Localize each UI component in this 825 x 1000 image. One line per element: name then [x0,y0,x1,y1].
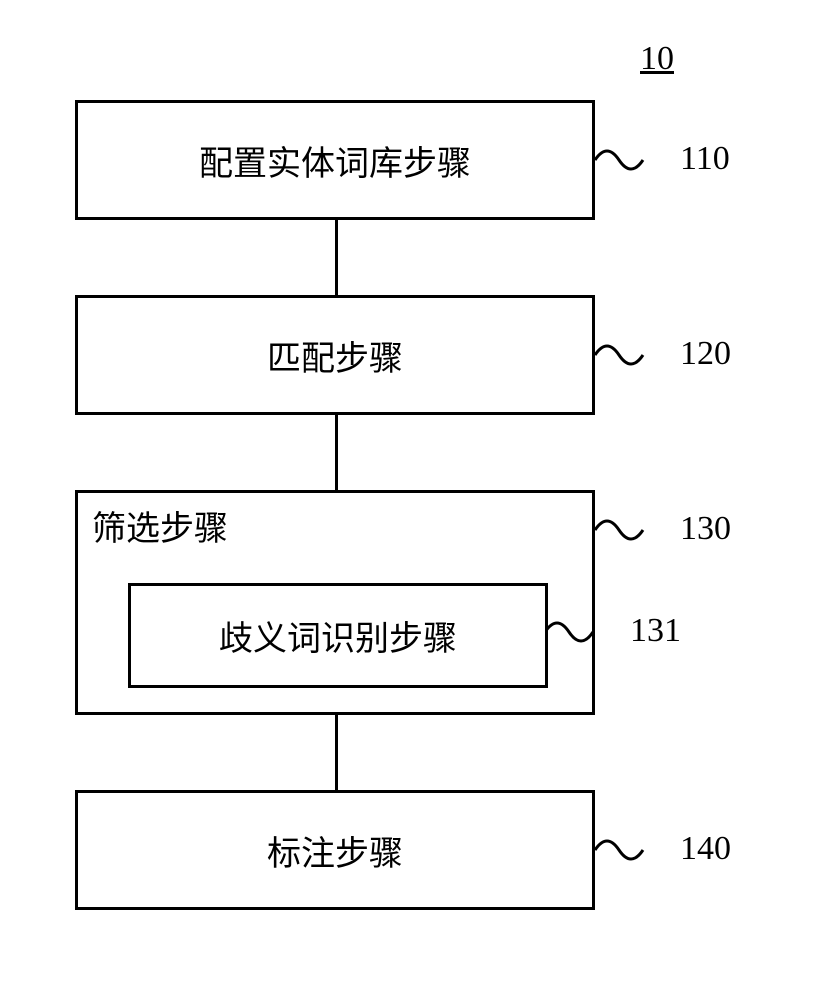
step-label: 配置实体词库步骤 [199,136,471,185]
step-label: 歧义词识别步骤 [219,611,457,660]
flowchart-canvas: 10 配置实体词库步骤 110 匹配步骤 120 筛选步骤 歧义词识别步骤 13… [0,0,825,1000]
step-configure-entity-lexicon: 配置实体词库步骤 [75,100,595,220]
step-filtering-label: 筛选步骤 [92,501,228,550]
ref-110: 110 [680,140,730,178]
lead-line-140 [595,836,655,866]
step-matching: 匹配步骤 [75,295,595,415]
connector-1-2 [335,220,338,295]
lead-line-120 [595,341,655,371]
connector-3-4 [335,715,338,790]
figure-number-label: 10 [640,40,674,78]
lead-line-110 [595,146,655,176]
step-annotation: 标注步骤 [75,790,595,910]
lead-line-131 [545,618,605,648]
ref-130: 130 [680,510,731,548]
lead-line-130 [595,516,655,546]
step-label: 标注步骤 [267,826,403,875]
ref-140: 140 [680,830,731,868]
ref-131: 131 [630,612,681,650]
step-filtering: 筛选步骤 歧义词识别步骤 [75,490,595,715]
connector-2-3 [335,415,338,490]
step-ambiguous-word-recognition: 歧义词识别步骤 [128,583,548,688]
step-label: 匹配步骤 [267,331,403,380]
ref-120: 120 [680,335,731,373]
